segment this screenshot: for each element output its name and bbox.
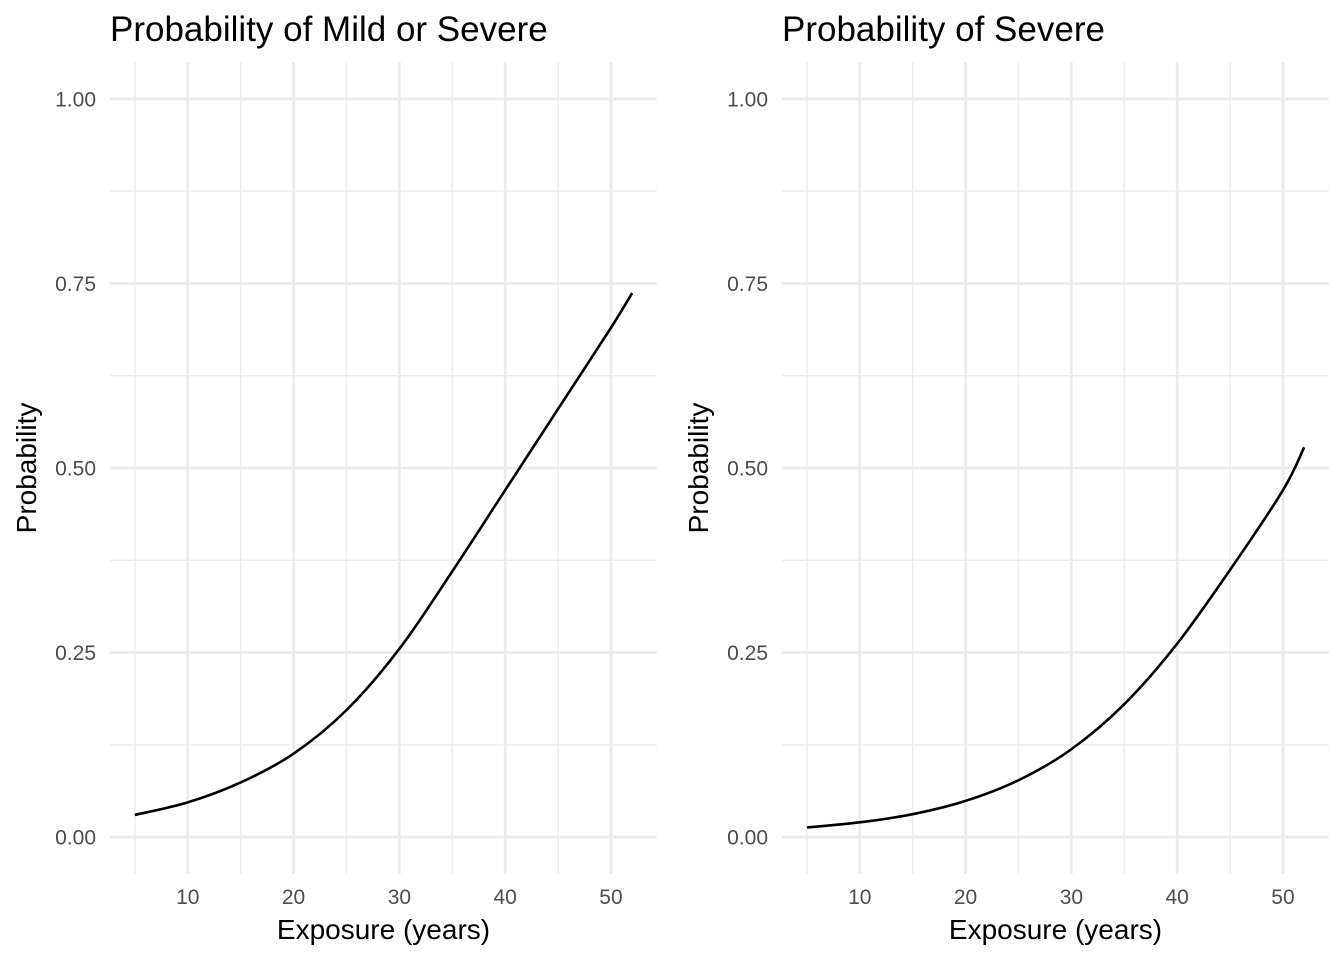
x-tick-label: 40 [493,886,516,909]
x-tick-label: 50 [599,886,622,909]
series-line-severe [806,446,1306,829]
y-tick-label: 1.00 [55,88,96,111]
y-tick-label: 0.50 [55,458,96,481]
x-tick-label: 50 [1271,886,1294,909]
x-tick-label: 30 [388,886,411,909]
panel-mild-or-severe: 0.00 0.25 0.50 0.75 1.00 10 20 30 40 50 Probabilit… [11,10,657,945]
x-tick-label: 10 [176,886,199,909]
y-tick-label: 0.25 [55,642,96,665]
y-tick-label: 0.50 [727,458,768,481]
panel-severe: 0.00 0.25 0.50 0.75 1.00 10 20 30 40 50 Probabilit… [683,10,1329,945]
y-axis-title: Probability [683,403,714,534]
series-line-mild-or-severe [134,292,634,817]
y-tick-label: 0.25 [727,642,768,665]
y-axis-title: Probability [11,403,42,534]
x-tick-label: 20 [954,886,977,909]
y-tick-label: 0.75 [55,273,96,296]
x-tick-label: 30 [1060,886,1083,909]
chart-title: Probability of Severe [782,10,1105,49]
x-tick-label: 20 [282,886,305,909]
x-axis-title: Exposure (years) [949,914,1162,945]
x-tick-label: 40 [1165,886,1188,909]
y-tick-label: 0.00 [727,827,768,850]
y-tick-label: 1.00 [727,88,768,111]
x-axis-title: Exposure (years) [277,914,490,945]
y-tick-label: 0.00 [55,827,96,850]
y-tick-label: 0.75 [727,273,768,296]
chart-title: Probability of Mild or Severe [110,10,548,49]
x-tick-label: 10 [848,886,871,909]
